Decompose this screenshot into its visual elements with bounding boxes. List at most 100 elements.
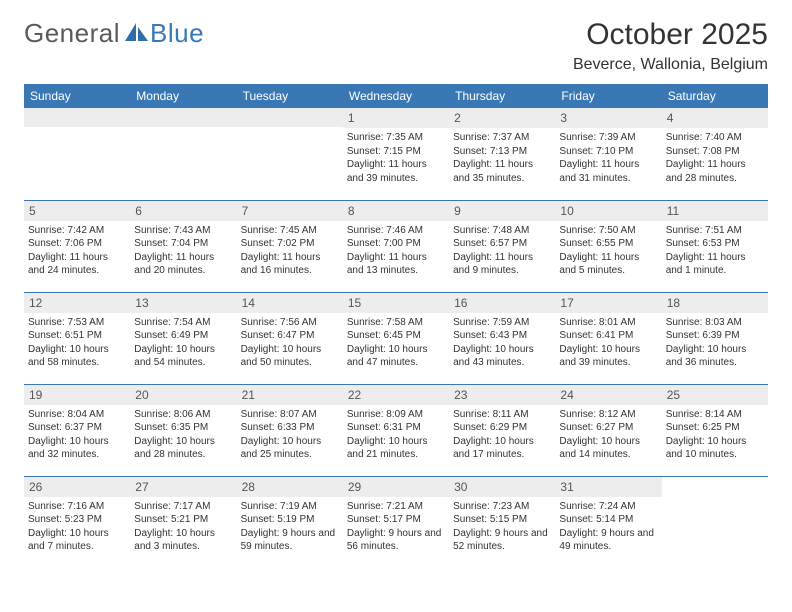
daylight-text: Daylight: 11 hours and 20 minutes. [134, 251, 232, 278]
sunset-text: Sunset: 5:14 PM [559, 513, 657, 527]
sunset-text: Sunset: 6:43 PM [453, 329, 551, 343]
calendar-cell: 24Sunrise: 8:12 AMSunset: 6:27 PMDayligh… [555, 384, 661, 476]
calendar-cell: 28Sunrise: 7:19 AMSunset: 5:19 PMDayligh… [237, 476, 343, 568]
sunset-text: Sunset: 5:17 PM [347, 513, 445, 527]
calendar-week: 19 Sunrise: 8:04 AMSunset: 6:37 PM Dayligh… [24, 384, 768, 476]
sunrise-text: Sunrise: 7:43 AM [134, 224, 232, 238]
sunrise-text: Sunrise: 7:58 AM [347, 316, 445, 330]
sunrise-text: Sunrise: 7:46 AM [347, 224, 445, 238]
calendar-cell: 23Sunrise: 8:11 AMSunset: 6:29 PMDayligh… [449, 384, 555, 476]
day-number: 19 [24, 385, 130, 405]
empty-day [237, 108, 343, 127]
day-number: 11 [662, 201, 768, 221]
calendar-cell: 26Sunrise: 7:16 AMSunset: 5:23 PMDayligh… [24, 476, 130, 568]
sunrise-text: Sunrise: 7:19 AM [241, 500, 339, 514]
day-info: Sunrise: 7:16 AMSunset: 5:23 PMDaylight:… [28, 500, 126, 554]
day-number: 18 [662, 293, 768, 313]
day-header: Friday [555, 84, 661, 108]
day-number: 20 [130, 385, 236, 405]
day-number: 23 [449, 385, 555, 405]
sunset-text: Sunset: 6:57 PM [453, 237, 551, 251]
daylight-text: Daylight: 9 hours and 52 minutes. [453, 527, 551, 554]
daylight-text: Daylight: 10 hours and 36 minutes. [666, 343, 764, 370]
sunrise-text: Sunrise: 8:12 AM [559, 408, 657, 422]
sunset-text: Sunset: 6:45 PM [347, 329, 445, 343]
day-header: Sunday [24, 84, 130, 108]
day-info: Sunrise: 7:24 AMSunset: 5:14 PMDaylight:… [559, 500, 657, 554]
daylight-text: Daylight: 10 hours and 47 minutes. [347, 343, 445, 370]
day-number: 14 [237, 293, 343, 313]
day-info: Sunrise: 7:54 AMSunset: 6:49 PMDaylight:… [134, 316, 232, 370]
calendar-week: 12Sunrise: 7:53 AMSunset: 6:51 PMDayligh… [24, 292, 768, 384]
sunset-text: Sunset: 6:51 PM [28, 329, 126, 343]
location-text: Beverce, Wallonia, Belgium [573, 56, 768, 74]
day-info: Sunrise: 8:01 AMSunset: 6:41 PMDaylight:… [559, 316, 657, 370]
calendar-cell: 15 Sunrise: 7:58 AMSunset: 6:45 PMDayligh… [343, 292, 449, 384]
sunset-text: Sunset: 6:47 PM [241, 329, 339, 343]
sunset-text: Sunset: 5:21 PM [134, 513, 232, 527]
daylight-text: Daylight: 10 hours and 28 minutes. [134, 435, 232, 462]
day-info: Sunrise: 7:51 AMSunset: 6:53 PMDaylight:… [666, 224, 764, 278]
day-number: 3 [555, 108, 661, 128]
calendar-cell: 25Sunrise: 8:14 AMSunset: 6:25 PMDayligh… [662, 384, 768, 476]
day-number: 25 [662, 385, 768, 405]
sunset-text: Sunset: 6:41 PM [559, 329, 657, 343]
sunset-text: Sunset: 5:15 PM [453, 513, 551, 527]
calendar-cell: 31 Sunrise: 7:24 AMSunset: 5:14 PMDayligh… [555, 476, 661, 568]
sunrise-text: Sunrise: 8:07 AM [241, 408, 339, 422]
day-number: 31 [555, 477, 661, 497]
daylight-text: Daylight: 11 hours and 9 minutes. [453, 251, 551, 278]
sunset-text: Sunset: 7:15 PM [347, 145, 445, 159]
day-info: Sunrise: 7:21 AMSunset: 5:17 PMDaylight:… [347, 500, 445, 554]
day-info: Sunrise: 7:23 AMSunset: 5:15 PMDaylight:… [453, 500, 551, 554]
daylight-text: Daylight: 10 hours and 39 minutes. [559, 343, 657, 370]
daylight-text: Daylight: 11 hours and 13 minutes. [347, 251, 445, 278]
day-info: Sunrise: 7:48 AMSunset: 6:57 PMDaylight:… [453, 224, 551, 278]
sunrise-text: Sunrise: 8:04 AM [28, 408, 126, 422]
sunrise-text: Sunrise: 7:17 AM [134, 500, 232, 514]
sunset-text: Sunset: 7:08 PM [666, 145, 764, 159]
sunrise-text: Sunrise: 7:54 AM [134, 316, 232, 330]
brand-part2: Blue [150, 18, 204, 49]
day-info: Sunrise: 7:40 AMSunset: 7:08 PMDaylight:… [666, 131, 764, 185]
day-info: Sunrise: 7:35 AMSunset: 7:15 PMDaylight:… [347, 131, 445, 185]
calendar-cell: 22Sunrise: 8:09 AMSunset: 6:31 PMDayligh… [343, 384, 449, 476]
day-number: 9 [449, 201, 555, 221]
day-number: 8 [343, 201, 449, 221]
calendar-cell [24, 108, 130, 200]
calendar-cell: 14Sunrise: 7:56 AMSunset: 6:47 PMDayligh… [237, 292, 343, 384]
day-number: 1 [343, 108, 449, 128]
day-number: 15 [343, 293, 449, 313]
day-header: Monday [130, 84, 236, 108]
day-info: Sunrise: 7:37 AMSunset: 7:13 PMDaylight:… [453, 131, 551, 185]
calendar-cell: 18Sunrise: 8:03 AMSunset: 6:39 PMDayligh… [662, 292, 768, 384]
calendar-cell: 11 Sunrise: 7:51 AMSunset: 6:53 PMDayligh… [662, 200, 768, 292]
day-header: Tuesday [237, 84, 343, 108]
daylight-text: Daylight: 10 hours and 7 minutes. [28, 527, 126, 554]
daylight-text: Daylight: 10 hours and 17 minutes. [453, 435, 551, 462]
day-info: Sunrise: 7:46 AMSunset: 7:00 PMDaylight:… [347, 224, 445, 278]
sunset-text: Sunset: 6:27 PM [559, 421, 657, 435]
sunrise-text: Sunrise: 7:24 AM [559, 500, 657, 514]
daylight-text: Daylight: 10 hours and 14 minutes. [559, 435, 657, 462]
sunset-text: Sunset: 6:37 PM [28, 421, 126, 435]
day-number: 4 [662, 108, 768, 128]
calendar-body: 1 Sunrise: 7:35 AMSunset: 7:15 PMDaylight… [24, 108, 768, 568]
sunrise-text: Sunrise: 7:37 AM [453, 131, 551, 145]
calendar-cell: 16Sunrise: 7:59 AMSunset: 6:43 PMDayligh… [449, 292, 555, 384]
calendar-cell: 3Sunrise: 7:39 AMSunset: 7:10 PMDaylight… [555, 108, 661, 200]
sunset-text: Sunset: 7:00 PM [347, 237, 445, 251]
calendar-cell: 2Sunrise: 7:37 AMSunset: 7:13 PMDaylight… [449, 108, 555, 200]
calendar-week: 26Sunrise: 7:16 AMSunset: 5:23 PMDayligh… [24, 476, 768, 568]
daylight-text: Daylight: 10 hours and 10 minutes. [666, 435, 764, 462]
sunset-text: Sunset: 6:33 PM [241, 421, 339, 435]
calendar-cell: 6Sunrise: 7:43 AMSunset: 7:04 PMDaylight… [130, 200, 236, 292]
day-number: 5 [24, 201, 130, 221]
calendar-cell: 30Sunrise: 7:23 AMSunset: 5:15 PMDayligh… [449, 476, 555, 568]
day-info: Sunrise: 8:07 AMSunset: 6:33 PMDaylight:… [241, 408, 339, 462]
day-info: Sunrise: 7:19 AMSunset: 5:19 PMDaylight:… [241, 500, 339, 554]
calendar-week: 1 Sunrise: 7:35 AMSunset: 7:15 PMDaylight… [24, 108, 768, 200]
daylight-text: Daylight: 10 hours and 21 minutes. [347, 435, 445, 462]
day-number: 27 [130, 477, 236, 497]
sunset-text: Sunset: 6:35 PM [134, 421, 232, 435]
